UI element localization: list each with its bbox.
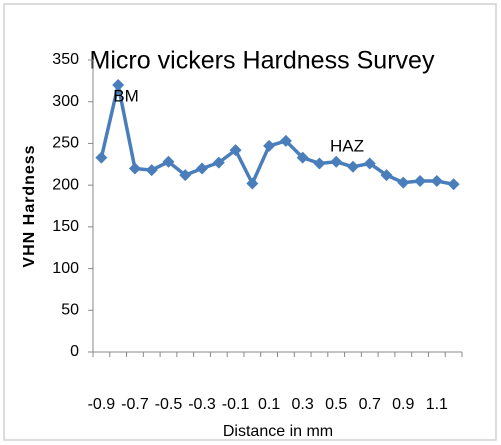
data-marker bbox=[112, 79, 125, 92]
data-marker bbox=[447, 178, 460, 191]
data-marker bbox=[128, 162, 141, 175]
data-marker bbox=[414, 174, 427, 187]
chart-title: Micro vickers Hardness Survey bbox=[90, 47, 436, 75]
x-tick-label: -0.3 bbox=[188, 396, 216, 413]
data-line bbox=[99, 84, 454, 188]
data-marker bbox=[313, 157, 326, 170]
data-marker bbox=[330, 155, 343, 168]
data-marker bbox=[296, 151, 309, 164]
y-tick-label: 200 bbox=[52, 176, 79, 193]
y-tick-label: 150 bbox=[52, 218, 79, 235]
x-tick-label: -0.1 bbox=[222, 396, 250, 413]
x-tick-label: 0.5 bbox=[325, 396, 347, 413]
y-tick-label: 250 bbox=[52, 135, 79, 152]
data-marker bbox=[95, 151, 108, 164]
data-marker bbox=[279, 134, 292, 147]
y-tick-label: 100 bbox=[52, 260, 79, 277]
x-tick-label: 0.1 bbox=[258, 396, 280, 413]
x-tick-label: -0.9 bbox=[88, 396, 116, 413]
data-marker bbox=[229, 144, 242, 157]
data-marker bbox=[145, 164, 158, 177]
data-marker bbox=[397, 176, 410, 189]
data-marker bbox=[196, 162, 209, 175]
x-axis-label: Distance in mm bbox=[223, 423, 333, 440]
x-tick-label: -0.5 bbox=[155, 396, 183, 413]
x-tick-label: 0.3 bbox=[292, 396, 314, 413]
x-tick-label: 0.7 bbox=[359, 396, 381, 413]
annotation: BM bbox=[113, 86, 139, 105]
data-marker bbox=[346, 160, 359, 173]
data-marker bbox=[263, 139, 276, 152]
y-tick-label: 300 bbox=[52, 93, 79, 110]
data-marker bbox=[212, 156, 225, 169]
y-tick-label: 0 bbox=[70, 343, 79, 360]
data-marker bbox=[162, 155, 175, 168]
annotation: HAZ bbox=[330, 136, 364, 155]
x-tick-label: -0.7 bbox=[121, 396, 149, 413]
data-marker bbox=[380, 169, 393, 182]
y-tick-label: 50 bbox=[61, 302, 79, 319]
data-marker bbox=[246, 177, 259, 190]
x-tick-label: 1.1 bbox=[426, 396, 448, 413]
y-tick-label: 350 bbox=[52, 51, 79, 68]
data-marker bbox=[430, 174, 443, 187]
x-tick-label: 0.9 bbox=[392, 396, 414, 413]
data-marker bbox=[179, 169, 192, 182]
chart-frame bbox=[3, 3, 497, 441]
data-marker bbox=[363, 157, 376, 170]
y-axis-label: VHN Hardness bbox=[21, 144, 38, 267]
